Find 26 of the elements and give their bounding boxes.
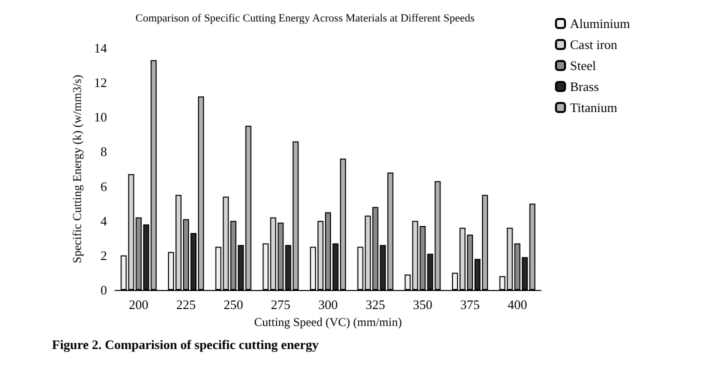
caption: Figure 2. Comparision of specific cutting energy bbox=[52, 337, 320, 352]
x-axis-title: Cutting Speed (VC) (mm/min) bbox=[254, 314, 402, 329]
x-tick-label: 350 bbox=[412, 297, 432, 312]
y-tick-label: 12 bbox=[94, 75, 107, 90]
legend-label: Cast iron bbox=[570, 37, 618, 52]
y-tick-label: 2 bbox=[100, 248, 107, 263]
y-axis-title: Specific Cutting Energy (k) (w/mm3/s) bbox=[70, 74, 84, 264]
x-tick-label: 275 bbox=[270, 297, 290, 312]
legend-label: Aluminium bbox=[570, 16, 630, 31]
legend-label: Steel bbox=[570, 58, 596, 73]
x-tick-label: 300 bbox=[318, 297, 338, 312]
legend-label: Brass bbox=[570, 79, 599, 94]
y-tick-label: 6 bbox=[100, 178, 108, 194]
y-tick-label: 8 bbox=[100, 144, 107, 160]
y-tick-label: 0 bbox=[100, 282, 107, 298]
y-tick-label: 10 bbox=[94, 110, 107, 125]
x-tick-label: 250 bbox=[224, 297, 244, 312]
chart-title: Comparison of Specific Cutting Energy Across Materials at Different Speeds bbox=[136, 12, 474, 24]
y-tick-label: 14 bbox=[94, 40, 108, 56]
x-tick-label: 375 bbox=[460, 297, 480, 312]
x-tick-label: 200 bbox=[128, 297, 148, 312]
x-tick-label: 400 bbox=[508, 297, 528, 312]
legend-label: Titanium bbox=[570, 100, 618, 115]
x-tick-label: 325 bbox=[366, 297, 386, 312]
x-tick-label: 225 bbox=[176, 297, 196, 312]
y-tick-label: 4 bbox=[100, 213, 108, 228]
